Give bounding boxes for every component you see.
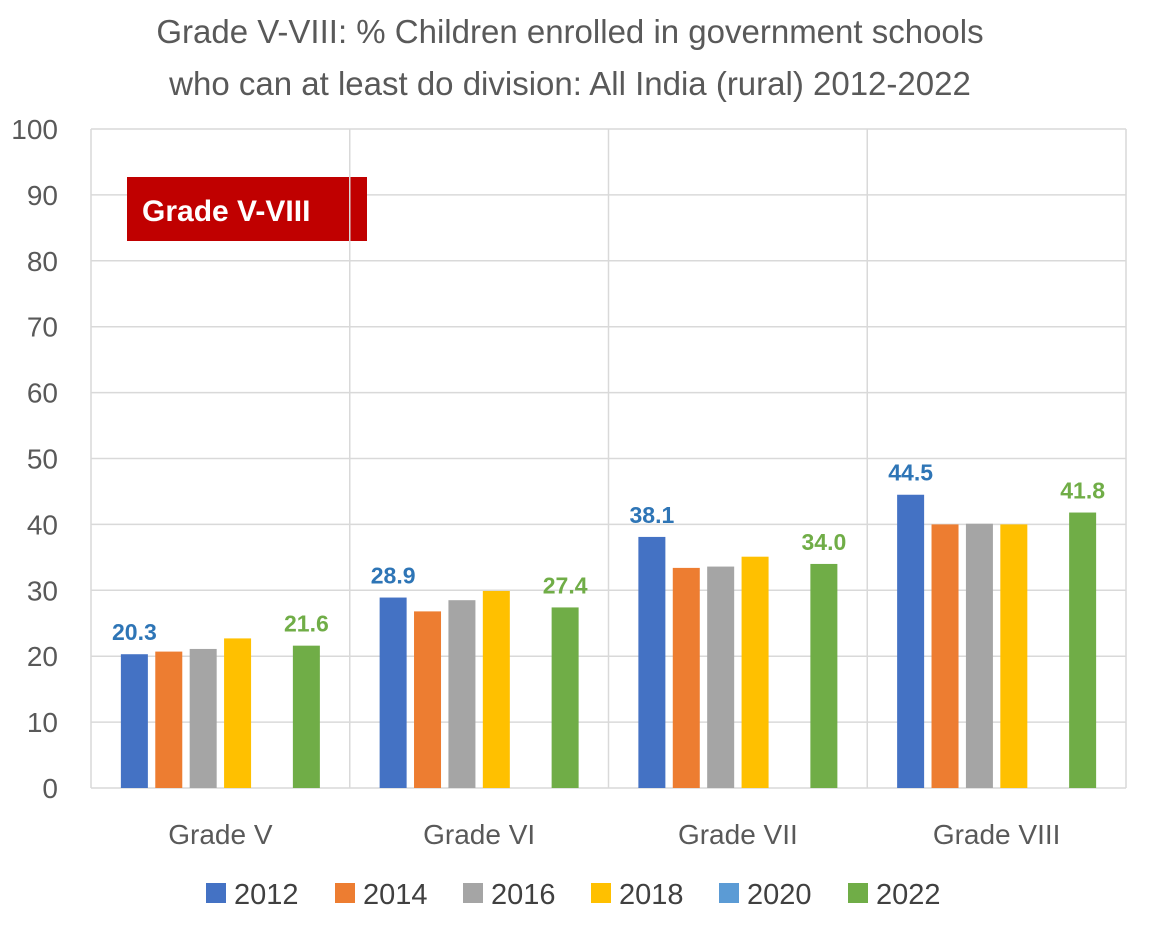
legend-label-2020: 2020 [747,879,812,911]
data-label-2022: 41.8 [1060,478,1105,504]
data-label-2022: 27.4 [543,572,588,598]
bar-2018 [482,590,510,788]
legend-swatch-2016 [463,883,483,903]
bar-2018 [1000,524,1028,788]
bar-2022 [810,563,838,788]
x-tick-label: Grade VI [423,819,535,850]
data-label-2012: 38.1 [629,502,674,528]
legend: 2012 2014 2016 2018 2020 2022 [206,879,941,911]
bar-2014 [931,524,959,788]
bar-2018 [224,638,252,788]
x-tick-label: Grade V [168,819,273,850]
data-labels: 20.3 21.6 28.9 27.4 38.1 34.0 44.5 41.8 [112,460,1105,645]
y-tick-label: 70 [27,312,58,343]
x-tick-label: Grade VII [678,819,798,850]
legend-swatch-2020 [719,883,739,903]
y-tick-label: 90 [27,180,58,211]
data-label-2012: 44.5 [888,460,933,486]
bar-2016 [965,523,993,788]
legend-swatch-2012 [206,883,226,903]
y-tick-label: 0 [42,773,58,804]
legend-swatch-2014 [335,883,355,903]
bar-2022 [292,645,320,788]
legend-label-2022: 2022 [876,879,941,911]
legend-label-2018: 2018 [619,879,684,911]
bar-2012 [379,597,407,788]
y-axis-ticks: 0 10 20 30 40 50 60 70 80 90 100 [11,114,58,804]
chart-title: Grade V-VIII: % Children enrolled in gov… [0,6,1140,110]
grade-badge-box [127,177,367,241]
y-tick-label: 30 [27,575,58,606]
bar-2022 [551,607,579,788]
x-axis-ticks: Grade V Grade VI Grade VII Grade VIII [168,819,1060,850]
data-label-2012: 20.3 [112,619,157,645]
bar-2012 [638,536,666,788]
bars [120,494,1097,788]
y-tick-label: 10 [27,707,58,738]
bar-2018 [741,556,769,788]
legend-label-2012: 2012 [234,879,299,911]
bar-2014 [672,567,700,788]
chart-title-line-1: Grade V-VIII: % Children enrolled in gov… [156,13,984,50]
y-tick-label: 60 [27,378,58,409]
bar-2022 [1069,512,1097,788]
data-label-2022: 21.6 [284,611,329,637]
y-tick-label: 100 [11,114,58,145]
y-tick-label: 20 [27,641,58,672]
data-label-2022: 34.0 [801,529,846,555]
bar-2014 [414,611,442,788]
grade-badge: Grade V-VIII [127,177,367,241]
legend-swatch-2022 [848,883,868,903]
grid [90,128,1127,789]
chart-title-line-2: who can at least do division: All India … [169,65,971,102]
y-tick-label: 50 [27,444,58,475]
legend-label-2014: 2014 [363,879,428,911]
bar-2012 [120,654,148,788]
bar-2016 [707,566,735,788]
x-tick-label: Grade VIII [933,819,1061,850]
y-tick-label: 40 [27,509,58,540]
legend-swatch-2018 [591,883,611,903]
grade-badge-label: Grade V-VIII [142,195,310,228]
bar-2016 [448,600,476,788]
data-label-2012: 28.9 [371,563,416,589]
legend-label-2016: 2016 [491,879,556,911]
bar-2012 [897,494,925,788]
y-tick-label: 80 [27,246,58,277]
bar-2014 [155,651,183,788]
bar-2016 [189,648,217,788]
